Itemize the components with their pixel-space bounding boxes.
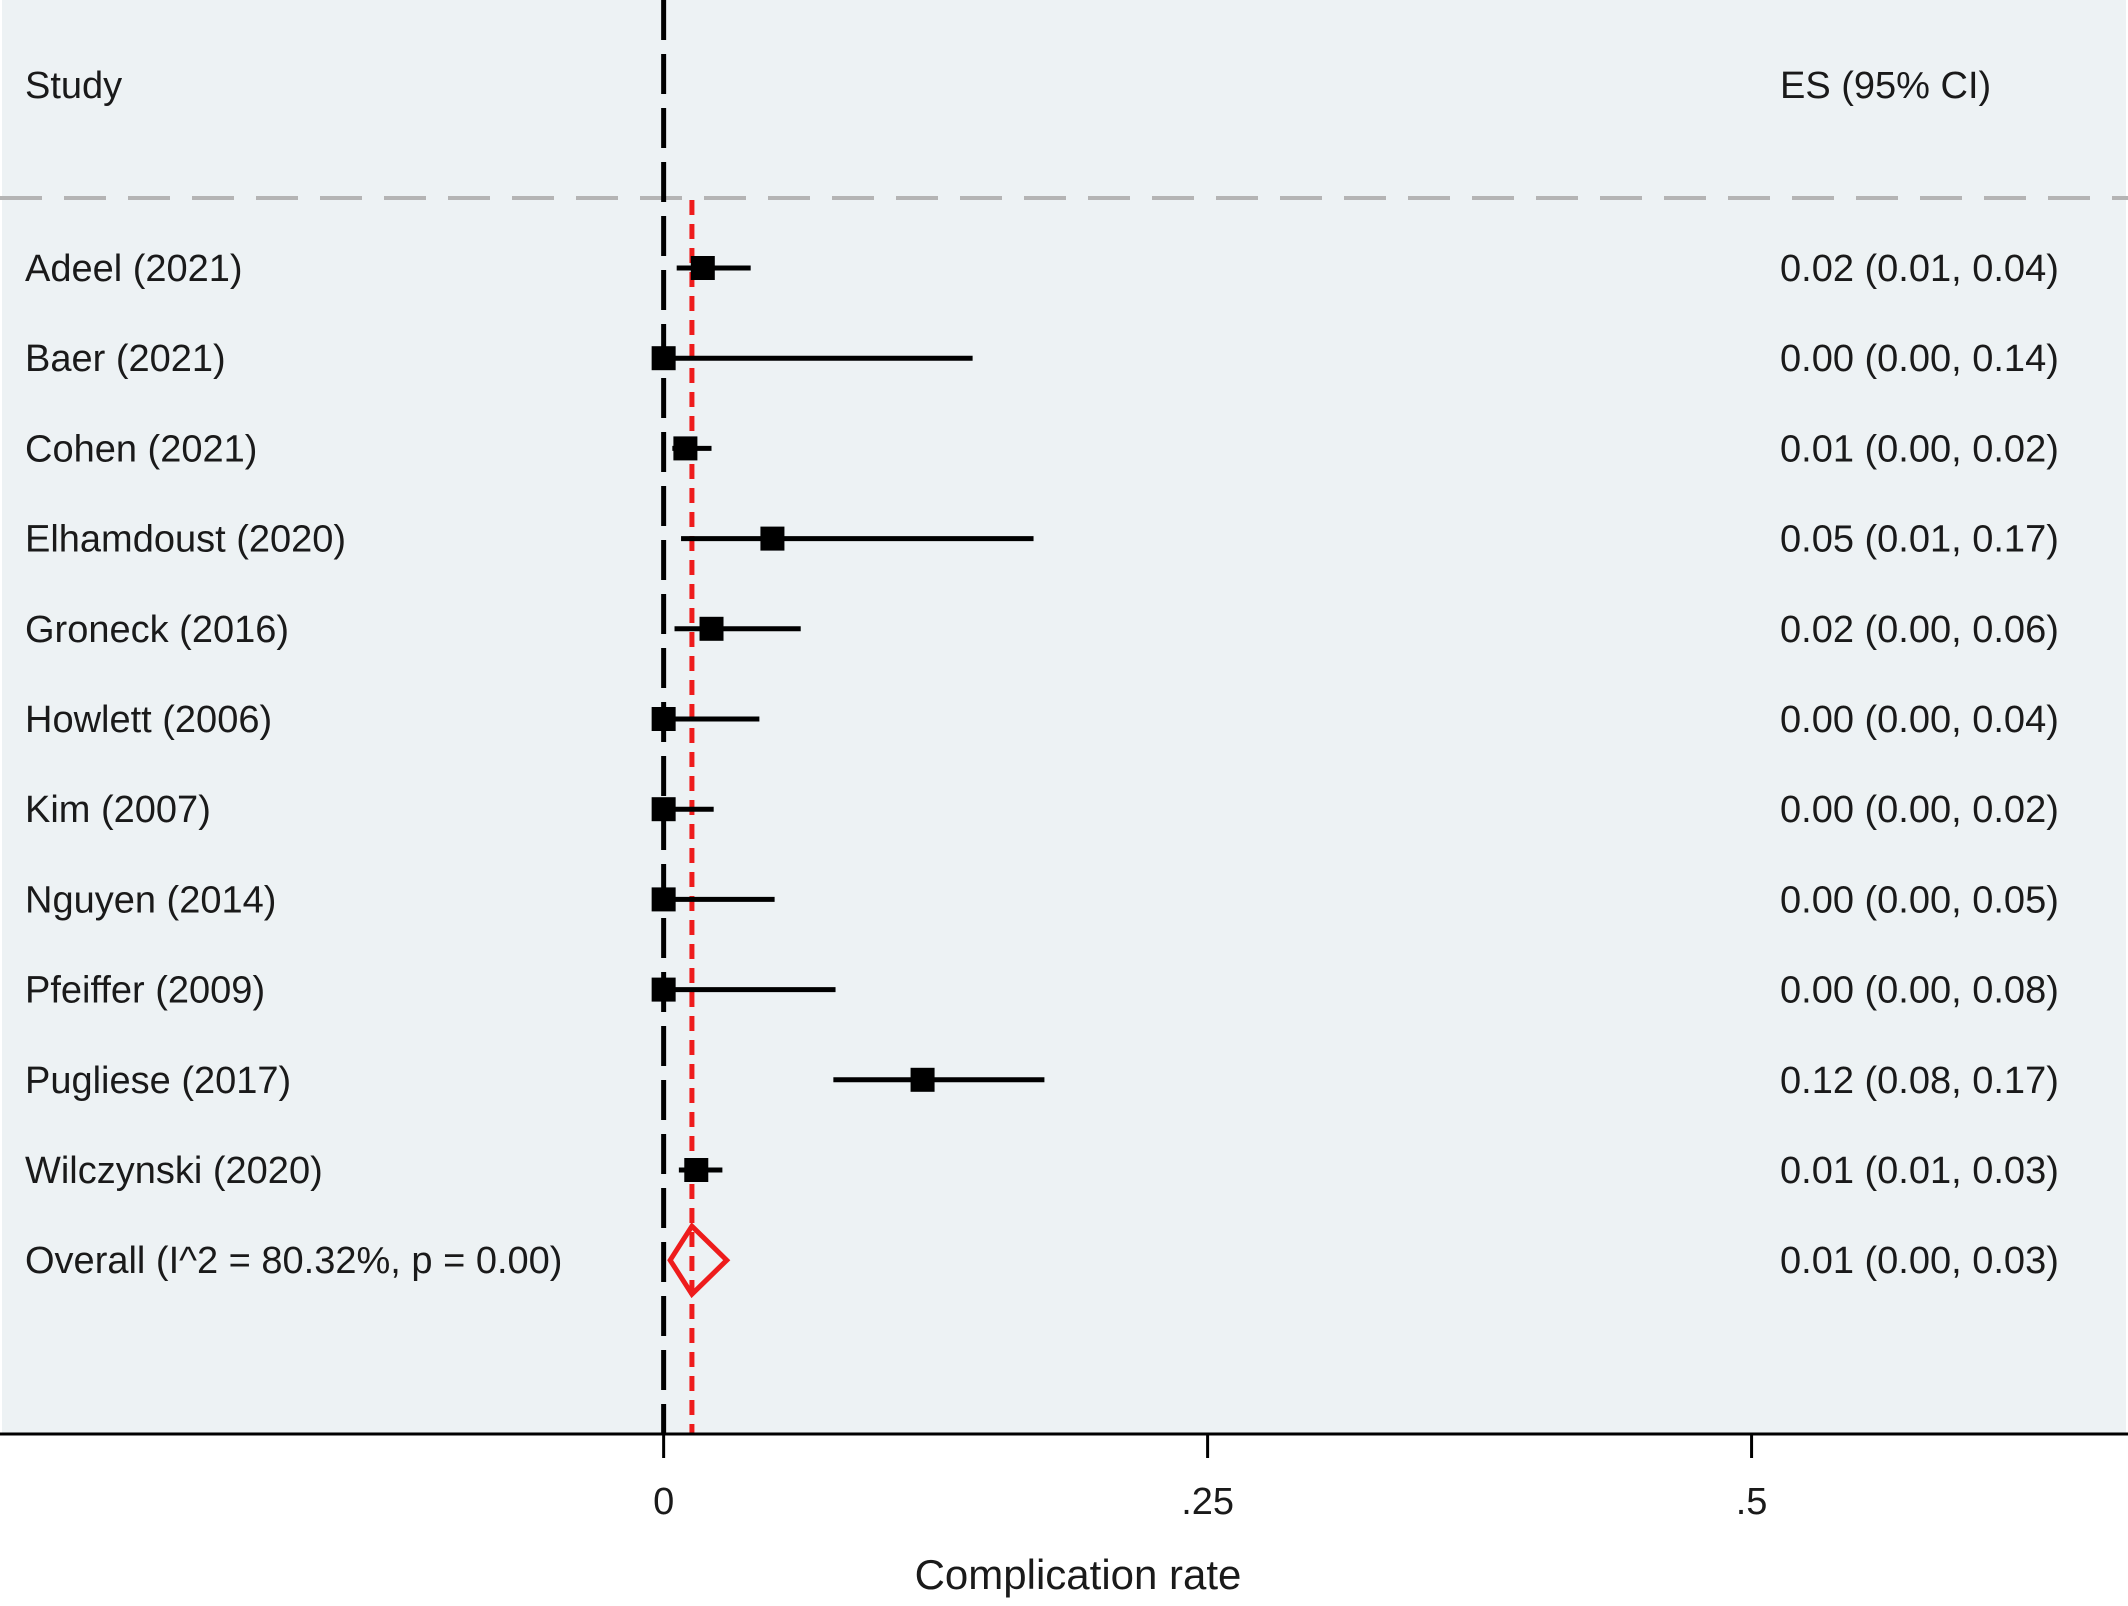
x-tick-label: .25 (1181, 1481, 1234, 1523)
study-estimate: 0.05 (0.01, 0.17) (1780, 519, 2059, 561)
study-marker (760, 526, 785, 551)
study-estimate: 0.00 (0.00, 0.02) (1780, 789, 2059, 831)
study-estimate: 0.12 (0.08, 0.17) (1780, 1060, 2059, 1102)
study-estimate: 0.02 (0.00, 0.06) (1780, 609, 2059, 651)
study-estimate: 0.00 (0.00, 0.14) (1780, 338, 2059, 380)
study-label: Baer (2021) (25, 338, 226, 380)
study-marker (690, 256, 715, 280)
study-estimate: 0.00 (0.00, 0.08) (1780, 970, 2059, 1012)
overall-label: Overall (I^2 = 80.32%, p = 0.00) (25, 1240, 562, 1282)
x-axis-title: Complication rate (915, 1551, 1242, 1598)
study-label: Cohen (2021) (25, 428, 257, 470)
study-label: Pugliese (2017) (25, 1060, 291, 1102)
study-label: Wilczynski (2020) (25, 1150, 323, 1192)
study-marker (651, 977, 676, 1002)
study-marker (651, 707, 676, 731)
study-label: Adeel (2021) (25, 248, 243, 290)
study-label: Howlett (2006) (25, 699, 272, 741)
study-label: Groneck (2016) (25, 609, 289, 651)
study-label: Elhamdoust (2020) (25, 519, 346, 561)
study-marker (651, 887, 676, 912)
x-tick-label: 0 (653, 1481, 674, 1523)
study-estimate: 0.01 (0.01, 0.03) (1780, 1150, 2059, 1192)
study-marker (910, 1067, 935, 1092)
overall-estimate: 0.01 (0.00, 0.03) (1780, 1240, 2059, 1282)
study-estimate: 0.02 (0.01, 0.04) (1780, 248, 2059, 290)
study-label: Pfeiffer (2009) (25, 970, 265, 1012)
header-estimate: ES (95% CI) (1780, 65, 1991, 107)
x-tick-label: .5 (1736, 1481, 1768, 1523)
header-study: Study (25, 65, 122, 107)
study-estimate: 0.01 (0.00, 0.02) (1780, 428, 2059, 470)
study-marker (651, 797, 676, 822)
study-label: Kim (2007) (25, 789, 211, 831)
study-marker (651, 346, 676, 371)
study-marker (673, 436, 698, 461)
plot-panel (2, 0, 2126, 1434)
study-label: Nguyen (2014) (25, 879, 276, 921)
study-estimate: 0.00 (0.00, 0.04) (1780, 699, 2059, 741)
study-marker (684, 1158, 709, 1182)
overall-diamond (667, 1222, 731, 1299)
study-marker (699, 616, 724, 641)
study-estimate: 0.00 (0.00, 0.05) (1780, 879, 2059, 921)
